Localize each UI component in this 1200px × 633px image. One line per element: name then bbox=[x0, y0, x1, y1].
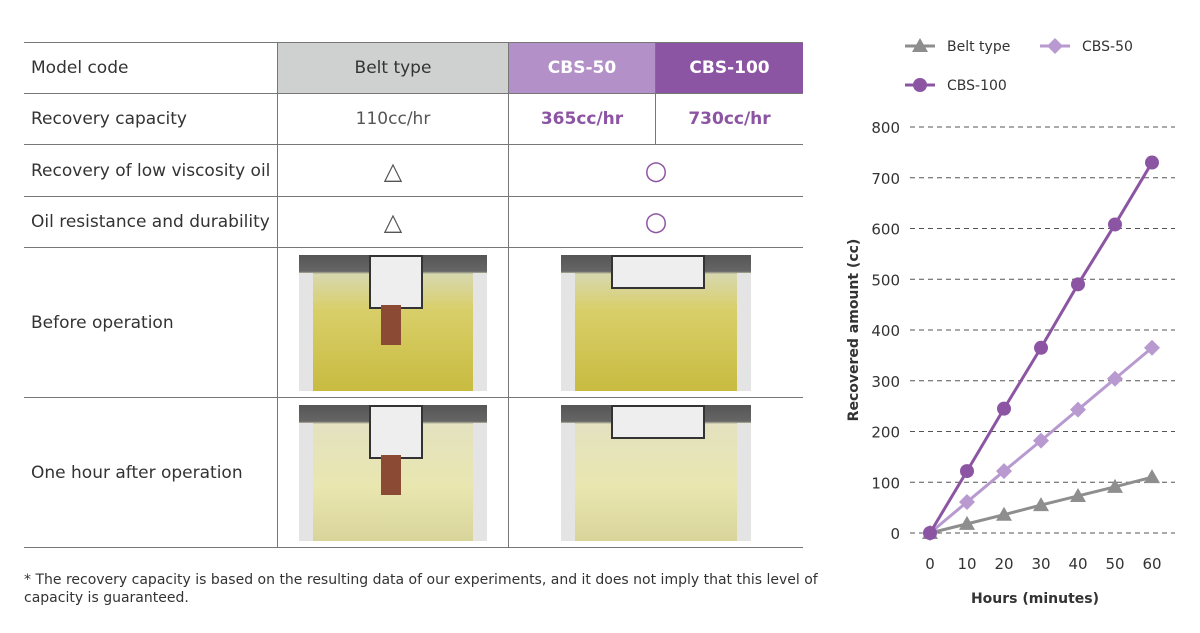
legend-marker-cbs-100 bbox=[913, 78, 927, 92]
data-point-cbs-50 bbox=[1144, 339, 1160, 356]
data-point-belt-type bbox=[1144, 469, 1160, 484]
belt-capacity: 110cc/hr bbox=[277, 93, 509, 145]
data-point-belt-type bbox=[959, 515, 975, 530]
header-cbs-100: CBS-100 bbox=[655, 42, 803, 94]
data-point-cbs-100 bbox=[960, 464, 974, 479]
data-point-belt-type bbox=[1107, 478, 1123, 493]
data-point-cbs-100 bbox=[1145, 155, 1159, 170]
belt-after-photo bbox=[277, 397, 509, 548]
x-tick-label: 60 bbox=[1142, 555, 1161, 573]
data-point-belt-type bbox=[1033, 497, 1049, 512]
data-point-cbs-50 bbox=[1107, 370, 1123, 387]
y-tick-label: 0 bbox=[890, 525, 900, 543]
footnote: * The recovery capacity is based on the … bbox=[24, 572, 818, 606]
cbs-after-photo bbox=[508, 397, 803, 548]
cbs-before-photo bbox=[508, 247, 803, 398]
data-point-cbs-100 bbox=[1108, 217, 1122, 232]
x-tick-label: 30 bbox=[1031, 555, 1050, 573]
y-tick-label: 400 bbox=[871, 322, 900, 340]
legend-label-cbs-50: CBS-50 bbox=[1082, 39, 1133, 55]
data-point-cbs-50 bbox=[1070, 401, 1086, 418]
data-point-cbs-50 bbox=[959, 494, 975, 511]
y-tick-label: 200 bbox=[871, 424, 900, 442]
row-label-before: Before operation bbox=[24, 247, 278, 398]
data-point-cbs-50 bbox=[1033, 432, 1049, 449]
circle-icon: ○ bbox=[508, 144, 803, 197]
x-tick-label: 10 bbox=[957, 555, 976, 573]
comparison-table: Model code Belt type CBS-50 CBS-100 Reco… bbox=[24, 42, 803, 548]
x-tick-label: 50 bbox=[1105, 555, 1124, 573]
row-label-after: One hour after operation bbox=[24, 397, 278, 548]
triangle-icon: △ bbox=[277, 196, 509, 248]
legend-label-belt-type: Belt type bbox=[947, 39, 1010, 55]
data-point-belt-type bbox=[1070, 487, 1086, 502]
legend-label-cbs-100: CBS-100 bbox=[947, 78, 1007, 94]
y-tick-label: 700 bbox=[871, 170, 900, 188]
data-point-cbs-100 bbox=[997, 401, 1011, 416]
data-point-cbs-100 bbox=[1034, 340, 1048, 355]
cbs100-capacity: 730cc/hr bbox=[655, 93, 803, 145]
triangle-icon: △ bbox=[277, 144, 509, 197]
legend-marker-cbs-50 bbox=[1047, 38, 1063, 54]
data-point-belt-type bbox=[996, 506, 1012, 521]
circle-icon: ○ bbox=[508, 196, 803, 248]
y-tick-label: 600 bbox=[871, 221, 900, 239]
recovery-chart: 0 100 200 300 400 500 600 700 800 0 10 20 30 40 50 60 Ho… bbox=[846, 38, 1175, 607]
y-tick-label: 800 bbox=[871, 119, 900, 137]
header-belt-type: Belt type bbox=[277, 42, 509, 94]
header-model-code: Model code bbox=[24, 42, 278, 94]
data-point-cbs-100 bbox=[923, 526, 937, 540]
y-tick-label: 300 bbox=[871, 373, 900, 391]
header-cbs-50: CBS-50 bbox=[508, 42, 656, 94]
x-axis-label: Hours (minutes) bbox=[971, 591, 1099, 607]
y-tick-label: 100 bbox=[871, 474, 900, 492]
x-tick-label: 40 bbox=[1068, 555, 1087, 573]
row-label-capacity: Recovery capacity bbox=[24, 93, 278, 145]
row-label-durability: Oil resistance and durability bbox=[24, 196, 278, 248]
belt-before-photo bbox=[277, 247, 509, 398]
data-point-cbs-100 bbox=[1071, 277, 1085, 292]
legend-marker-belt-type bbox=[912, 38, 928, 52]
cbs50-capacity: 365cc/hr bbox=[508, 93, 656, 145]
data-point-cbs-50 bbox=[996, 463, 1012, 480]
row-label-low-viscosity: Recovery of low viscosity oil bbox=[24, 144, 278, 197]
y-axis-label: Recovered amount (cc) bbox=[846, 239, 862, 422]
y-tick-label: 500 bbox=[871, 271, 900, 289]
x-tick-label: 0 bbox=[925, 555, 935, 573]
x-tick-label: 20 bbox=[994, 555, 1013, 573]
